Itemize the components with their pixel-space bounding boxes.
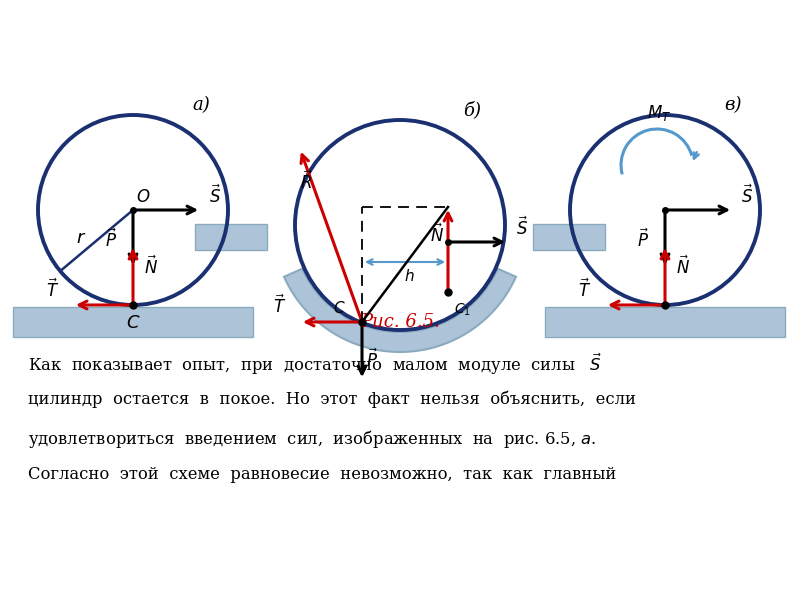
Text: $\vec{P}$: $\vec{P}$ — [105, 229, 117, 251]
Text: $C_1$: $C_1$ — [454, 302, 471, 318]
Text: $\vec{S}$: $\vec{S}$ — [516, 217, 528, 239]
Text: удовлетвориться  введением  сил,  изображенных  на  рис. 6.5, $а$.: удовлетвориться введением сил, изображен… — [28, 428, 596, 450]
Text: $\vec{S}$: $\vec{S}$ — [741, 185, 753, 207]
Text: $\vec{T}$: $\vec{T}$ — [46, 279, 60, 301]
Bar — [195, 224, 267, 250]
Text: $C$: $C$ — [126, 314, 140, 332]
Text: $M_T$: $M_T$ — [647, 103, 671, 123]
Text: $\vec{T}$: $\vec{T}$ — [578, 279, 592, 301]
Polygon shape — [284, 269, 516, 352]
Text: в): в) — [724, 96, 742, 114]
Text: цилиндр  остается  в  покое.  Но  этот  факт  нельзя  объяснить,  если: цилиндр остается в покое. Но этот факт н… — [28, 390, 636, 407]
Text: $\vec{T}$: $\vec{T}$ — [274, 295, 286, 317]
Text: $r$: $r$ — [76, 229, 86, 247]
Text: б): б) — [463, 101, 481, 119]
Text: Согласно  этой  схеме  равновесие  невозможно,  так  как  главный: Согласно этой схеме равновесие невозможн… — [28, 466, 616, 483]
Text: Как  показывает  опыт,  при  достаточно  малом  модуле  силы   $\vec{S}$: Как показывает опыт, при достаточно мало… — [28, 352, 602, 377]
Text: Рис. 6.5.: Рис. 6.5. — [360, 313, 440, 331]
Text: а): а) — [192, 96, 210, 114]
Text: $\vec{S}$: $\vec{S}$ — [209, 185, 221, 207]
Bar — [13, 307, 253, 337]
Text: $\vec{P}$: $\vec{P}$ — [637, 229, 649, 251]
Text: $\vec{N}$: $\vec{N}$ — [430, 224, 444, 246]
Text: $\vec{N}$: $\vec{N}$ — [144, 256, 158, 278]
Text: $\vec{N}$: $\vec{N}$ — [676, 256, 690, 278]
Text: $C$: $C$ — [334, 300, 346, 316]
Text: $h$: $h$ — [404, 268, 414, 284]
Bar — [545, 307, 785, 337]
Text: $\vec{P}$: $\vec{P}$ — [366, 349, 378, 371]
Bar — [533, 224, 605, 250]
Text: $\vec{R}$: $\vec{R}$ — [300, 171, 314, 193]
Text: $O$: $O$ — [136, 190, 150, 206]
